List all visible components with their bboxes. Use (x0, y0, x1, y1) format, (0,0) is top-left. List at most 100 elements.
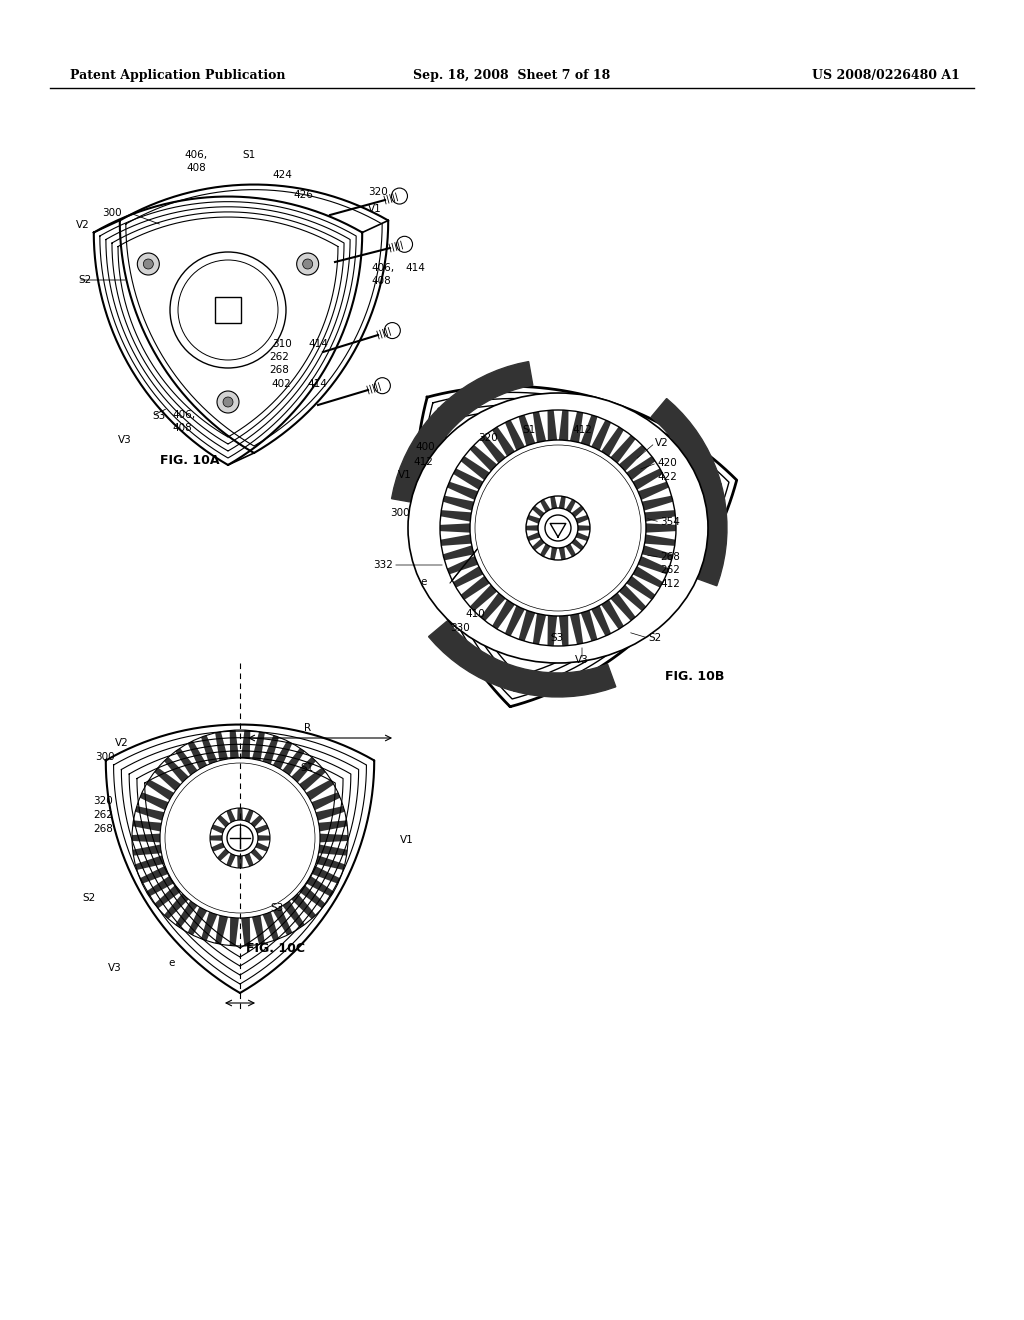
Text: V2: V2 (655, 438, 669, 447)
Polygon shape (493, 426, 515, 457)
Polygon shape (133, 820, 162, 832)
Polygon shape (638, 482, 669, 500)
Polygon shape (440, 510, 471, 521)
Polygon shape (575, 515, 589, 524)
Polygon shape (480, 593, 506, 620)
Polygon shape (548, 615, 557, 645)
Text: V1: V1 (398, 470, 412, 480)
Polygon shape (559, 411, 568, 441)
Text: 422: 422 (657, 473, 677, 482)
Polygon shape (217, 849, 229, 861)
Polygon shape (229, 730, 239, 759)
Polygon shape (571, 539, 584, 550)
Text: 262: 262 (269, 352, 289, 362)
Polygon shape (470, 585, 497, 611)
Polygon shape (428, 622, 615, 697)
Polygon shape (135, 807, 164, 821)
Polygon shape (187, 741, 207, 770)
Polygon shape (505, 420, 524, 450)
Polygon shape (527, 515, 541, 524)
Text: R: R (304, 723, 311, 733)
Text: V3: V3 (575, 655, 589, 665)
Polygon shape (644, 510, 676, 521)
Circle shape (137, 253, 160, 275)
Polygon shape (212, 825, 224, 834)
Text: V1: V1 (368, 205, 382, 214)
Polygon shape (283, 748, 305, 775)
Polygon shape (255, 825, 268, 834)
Text: 412: 412 (660, 579, 680, 589)
Polygon shape (175, 900, 198, 928)
Polygon shape (146, 779, 174, 800)
Ellipse shape (408, 393, 708, 663)
Text: 300: 300 (102, 209, 122, 218)
Polygon shape (565, 544, 575, 557)
Polygon shape (550, 546, 557, 560)
Polygon shape (461, 576, 489, 599)
Text: 414: 414 (307, 379, 327, 389)
Text: 320: 320 (368, 187, 388, 197)
Polygon shape (447, 482, 478, 500)
Polygon shape (627, 457, 655, 480)
Polygon shape (306, 875, 334, 896)
Polygon shape (238, 808, 243, 820)
Polygon shape (440, 523, 470, 533)
Polygon shape (518, 414, 536, 446)
Polygon shape (175, 748, 198, 775)
Polygon shape (299, 884, 326, 908)
Polygon shape (215, 915, 228, 944)
Polygon shape (610, 593, 636, 620)
Polygon shape (470, 445, 497, 471)
Text: 406,: 406, (184, 150, 208, 160)
Polygon shape (638, 556, 669, 574)
Polygon shape (140, 792, 169, 810)
Text: 320: 320 (478, 433, 498, 444)
Polygon shape (201, 912, 217, 941)
Circle shape (297, 253, 318, 275)
Polygon shape (315, 807, 345, 821)
Polygon shape (610, 436, 636, 463)
Polygon shape (318, 845, 347, 855)
Polygon shape (283, 900, 305, 928)
Polygon shape (454, 566, 483, 587)
Bar (215, 297, 241, 323)
Text: 300: 300 (390, 508, 410, 517)
Polygon shape (241, 917, 250, 946)
Polygon shape (155, 767, 181, 791)
Circle shape (375, 378, 390, 393)
Text: e: e (420, 577, 426, 587)
Polygon shape (244, 853, 254, 866)
Circle shape (223, 397, 233, 407)
Polygon shape (251, 816, 263, 828)
Polygon shape (255, 842, 268, 851)
Text: V2: V2 (76, 220, 90, 230)
Circle shape (391, 187, 408, 205)
Polygon shape (559, 496, 565, 510)
Polygon shape (311, 792, 340, 810)
Polygon shape (527, 532, 541, 541)
Polygon shape (591, 606, 611, 636)
Text: 268: 268 (269, 366, 289, 375)
Text: e: e (169, 958, 175, 968)
Polygon shape (493, 599, 515, 630)
Text: 414: 414 (308, 339, 328, 348)
Polygon shape (601, 426, 624, 457)
Polygon shape (633, 566, 663, 587)
Text: S3: S3 (550, 634, 563, 643)
Polygon shape (299, 767, 326, 791)
Polygon shape (565, 499, 575, 512)
Polygon shape (443, 495, 474, 511)
Polygon shape (252, 731, 265, 760)
Text: FIG. 10A: FIG. 10A (160, 454, 220, 466)
Polygon shape (241, 730, 250, 759)
Polygon shape (642, 545, 673, 561)
Text: 424: 424 (272, 170, 292, 180)
Polygon shape (217, 816, 229, 828)
Circle shape (384, 322, 400, 338)
Polygon shape (559, 615, 568, 645)
Polygon shape (238, 855, 243, 869)
Text: S2: S2 (648, 634, 662, 643)
Polygon shape (164, 758, 188, 783)
Polygon shape (319, 834, 348, 842)
Polygon shape (532, 506, 545, 517)
